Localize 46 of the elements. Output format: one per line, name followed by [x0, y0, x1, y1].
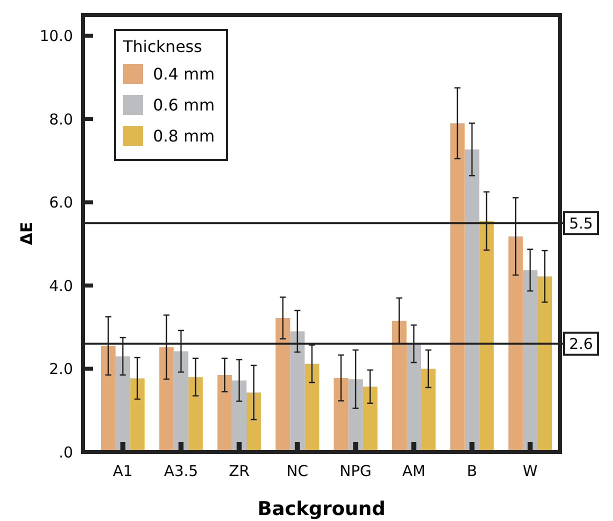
x-tick-label: W — [522, 462, 538, 480]
y-tick-label: 10.0 — [40, 27, 73, 46]
x-axis-title: Background — [258, 498, 386, 520]
bar — [508, 236, 523, 452]
bar — [421, 368, 436, 452]
bar — [130, 378, 145, 452]
bar — [479, 221, 494, 452]
bar — [392, 320, 407, 452]
bar — [232, 380, 246, 452]
bar — [406, 344, 422, 452]
bar — [348, 379, 363, 452]
bar — [246, 392, 262, 452]
legend-label: 0.6 mm — [153, 96, 215, 115]
y-tick-label: .0 — [58, 443, 73, 462]
y-tick-label: 2.0 — [49, 360, 73, 378]
bar — [304, 364, 320, 452]
bar — [290, 331, 305, 452]
x-tick-label: B — [466, 462, 478, 480]
y-tick-label: 4.0 — [49, 276, 73, 295]
bar — [101, 346, 116, 452]
x-tick-label: NPG — [340, 462, 372, 480]
bar — [217, 375, 232, 452]
x-tick-label: ZR — [228, 462, 250, 480]
bar — [334, 378, 348, 452]
bar — [522, 270, 538, 452]
bar — [450, 123, 465, 452]
y-tick-label: 6.0 — [49, 194, 73, 212]
bar — [464, 149, 480, 452]
legend-label: 0.8 mm — [153, 126, 215, 146]
bar — [159, 347, 174, 452]
legend-label: 0.4 mm — [153, 64, 215, 84]
x-tick-label: A3.5 — [164, 462, 198, 480]
bar — [362, 386, 378, 452]
y-axis-title: ΔE — [17, 222, 36, 246]
x-tick-label: NC — [286, 462, 308, 480]
x-tick-label: A1 — [112, 462, 133, 480]
bar — [116, 356, 130, 452]
x-tick-label: AM — [402, 462, 426, 480]
ref-line-label: 5.5 — [569, 214, 593, 232]
y-tick-label: 8.0 — [49, 110, 73, 128]
ref-line-label: 2.6 — [569, 335, 593, 354]
bar — [537, 276, 552, 452]
bar — [188, 377, 203, 452]
legend-title: Thickness — [122, 37, 202, 56]
bar — [276, 318, 290, 452]
bar — [174, 351, 188, 452]
